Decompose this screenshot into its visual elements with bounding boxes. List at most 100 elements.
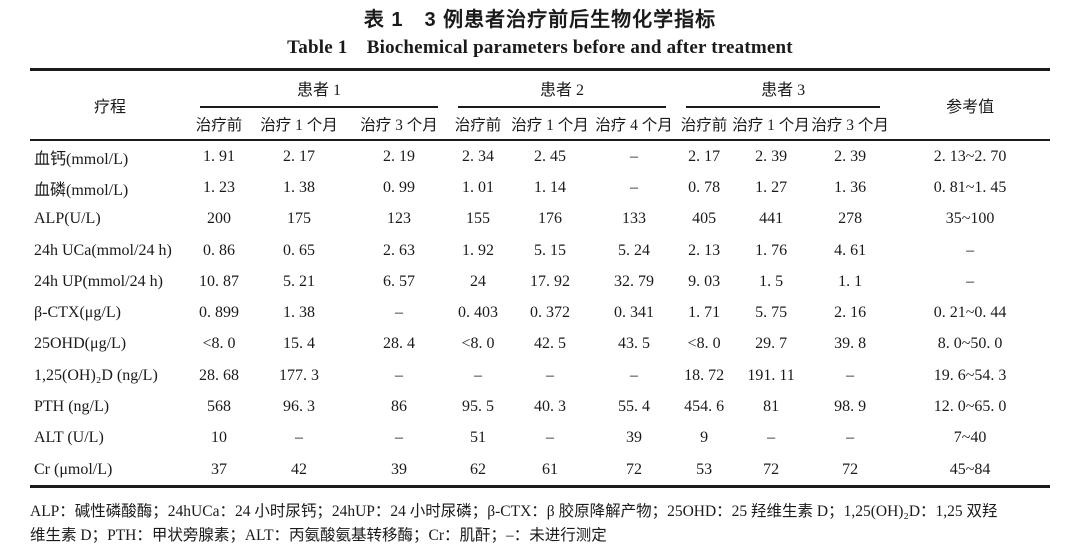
patient3-col-pre: 治疗前 xyxy=(676,108,733,141)
table-title-zh: 表 1 3 例患者治疗前后生物化学指标 xyxy=(363,9,717,31)
row-label: 25OHD(μg/L) xyxy=(34,335,127,353)
value-cell: 123 xyxy=(387,210,412,228)
value-cell: 278 xyxy=(838,210,863,228)
value-cell: 95. 5 xyxy=(462,398,495,416)
value-cell: – xyxy=(395,366,404,384)
value-cell: 1. 01 xyxy=(462,178,495,196)
value-cell: 29. 7 xyxy=(755,335,788,353)
value-cell: 175 xyxy=(287,210,311,228)
patient1-header-label: 患者 1 xyxy=(200,71,439,108)
table-row: 24h UP(mmol/24 h) 10. 87 5. 21 6. 57 24 17. 9… xyxy=(30,266,1050,297)
value-cell: 2. 63 xyxy=(383,241,416,259)
value-cell: 177. 3 xyxy=(279,366,319,384)
value-cell: – xyxy=(546,366,555,384)
value-cell: 28. 68 xyxy=(199,366,239,384)
value-cell: 5. 75 xyxy=(755,304,788,322)
value-cell: – xyxy=(295,429,303,447)
table-row: ALT (U/L) 10 – – 51 – 39 9 – – 7~40 xyxy=(30,423,1050,454)
reference-cell: 19. 6~54. 3 xyxy=(933,366,1007,384)
value-cell: 0. 99 xyxy=(383,178,416,196)
value-cell: 0. 899 xyxy=(199,304,239,322)
table-row: 1,25(OH)₂D (ng/L) 28. 68 177. 3 – – – – 18. 72 1… xyxy=(30,360,1050,391)
table-footnote: ALP：碱性磷酸酶；24hUCa：24 小时尿钙；24hUP：24 小时尿磷；β… xyxy=(30,500,1050,548)
value-cell: 4. 61 xyxy=(834,241,867,259)
table-row: Cr (μmol/L) 37 42 39 62 61 72 53 72 72 45~84 xyxy=(30,454,1050,487)
value-cell: 568 xyxy=(207,398,231,416)
patient3-col-month1: 治疗 1 个月 xyxy=(732,108,811,141)
value-cell: 32. 79 xyxy=(614,272,655,290)
value-cell: 441 xyxy=(759,210,784,228)
value-cell: 42. 5 xyxy=(534,335,567,353)
value-cell: 37 xyxy=(211,460,227,478)
row-label: ALP(U/L) xyxy=(34,210,101,228)
value-cell: 1. 38 xyxy=(283,178,315,196)
value-cell: 1. 76 xyxy=(755,241,788,259)
value-cell: – xyxy=(474,366,483,384)
table-row: 血磷(mmol/L) 1. 23 1. 38 0. 99 1. 01 1. 14 – 0. 7… xyxy=(30,172,1050,203)
value-cell: 17. 92 xyxy=(530,272,571,290)
header-row-timepoints: 治疗前 治疗 1 个月 治疗 3 个月 治疗前 治疗 1 个月 治疗 4 个月 … xyxy=(30,108,1050,141)
value-cell: – xyxy=(846,366,855,384)
row-label: ALT (U/L) xyxy=(34,429,104,447)
value-cell: 454. 6 xyxy=(684,398,725,416)
table-body: 血钙(mmol/L) 1. 91 2. 17 2. 19 2. 34 2. 45 – 2. 1… xyxy=(30,140,1050,487)
footnote-line-1: ALP：碱性磷酸酶；24hUCa：24 小时尿钙；24hUP：24 小时尿磷；β… xyxy=(30,503,998,521)
value-cell: – xyxy=(630,147,639,165)
table-row: ALP(U/L) 200 175 123 155 176 133 405 441 278 35~10… xyxy=(30,204,1050,235)
value-cell: 2. 17 xyxy=(283,147,315,165)
value-cell: <8. 0 xyxy=(461,335,495,353)
value-cell: – xyxy=(630,178,639,196)
value-cell: 9. 03 xyxy=(688,272,721,290)
value-cell: <8. 0 xyxy=(687,335,721,353)
patient3-header: 患者 3 xyxy=(676,70,890,108)
reference-cell: 45~84 xyxy=(949,460,991,478)
reference-cell: – xyxy=(966,272,975,290)
value-cell: 81 xyxy=(763,398,780,416)
value-cell: 28. 4 xyxy=(383,335,416,353)
patient2-col-month4: 治疗 4 个月 xyxy=(592,108,677,141)
value-cell: 5. 15 xyxy=(534,241,567,259)
value-cell: 2. 13 xyxy=(688,241,721,259)
value-cell: 1. 38 xyxy=(283,304,315,322)
value-cell: 1. 91 xyxy=(203,147,235,165)
value-cell: 39 xyxy=(391,460,408,478)
value-cell: 1. 23 xyxy=(203,178,235,196)
value-cell: 42 xyxy=(291,460,307,478)
value-cell: 2. 16 xyxy=(834,304,867,322)
value-cell: 2. 39 xyxy=(834,147,867,165)
value-cell: 155 xyxy=(466,210,491,228)
value-cell: 55. 4 xyxy=(618,398,651,416)
row-label: β-CTX(μg/L) xyxy=(34,304,121,322)
value-cell: 1. 5 xyxy=(759,272,784,290)
value-cell: 10 xyxy=(211,429,227,447)
patient2-header: 患者 2 xyxy=(448,70,676,108)
row-label: 血钙(mmol/L) xyxy=(34,150,129,168)
reference-cell: 8. 0~50. 0 xyxy=(937,335,1003,353)
patient3-col-month3: 治疗 3 个月 xyxy=(810,108,891,141)
value-cell: 5. 21 xyxy=(283,272,315,290)
table-row: 血钙(mmol/L) 1. 91 2. 17 2. 19 2. 34 2. 45 – 2. 1… xyxy=(30,140,1050,172)
row-label: Cr (μmol/L) xyxy=(34,460,113,478)
patient2-col-pre: 治疗前 xyxy=(448,108,509,141)
value-cell: 1. 36 xyxy=(834,178,867,196)
value-cell: 86 xyxy=(391,398,408,416)
reference-cell: 35~100 xyxy=(945,210,995,228)
value-cell: 72 xyxy=(626,460,643,478)
value-cell: – xyxy=(395,304,404,322)
value-cell: 39. 8 xyxy=(834,335,867,353)
value-cell: 40. 3 xyxy=(534,398,567,416)
value-cell: – xyxy=(395,429,404,447)
value-cell: 61 xyxy=(542,460,559,478)
value-cell: 5. 24 xyxy=(618,241,651,259)
value-cell: 15. 4 xyxy=(283,335,315,353)
row-label: 1,25(OH)₂D (ng/L) xyxy=(34,366,158,384)
value-cell: – xyxy=(546,429,555,447)
row-label: 血磷(mmol/L) xyxy=(34,181,129,199)
patient2-header-label: 患者 2 xyxy=(458,71,667,108)
reference-cell: – xyxy=(966,241,975,259)
value-cell: <8. 0 xyxy=(202,335,236,353)
value-cell: 72 xyxy=(842,460,859,478)
patient1-col-month3: 治疗 3 个月 xyxy=(350,108,449,141)
value-cell: 133 xyxy=(622,210,647,228)
value-cell: 72 xyxy=(763,460,780,478)
